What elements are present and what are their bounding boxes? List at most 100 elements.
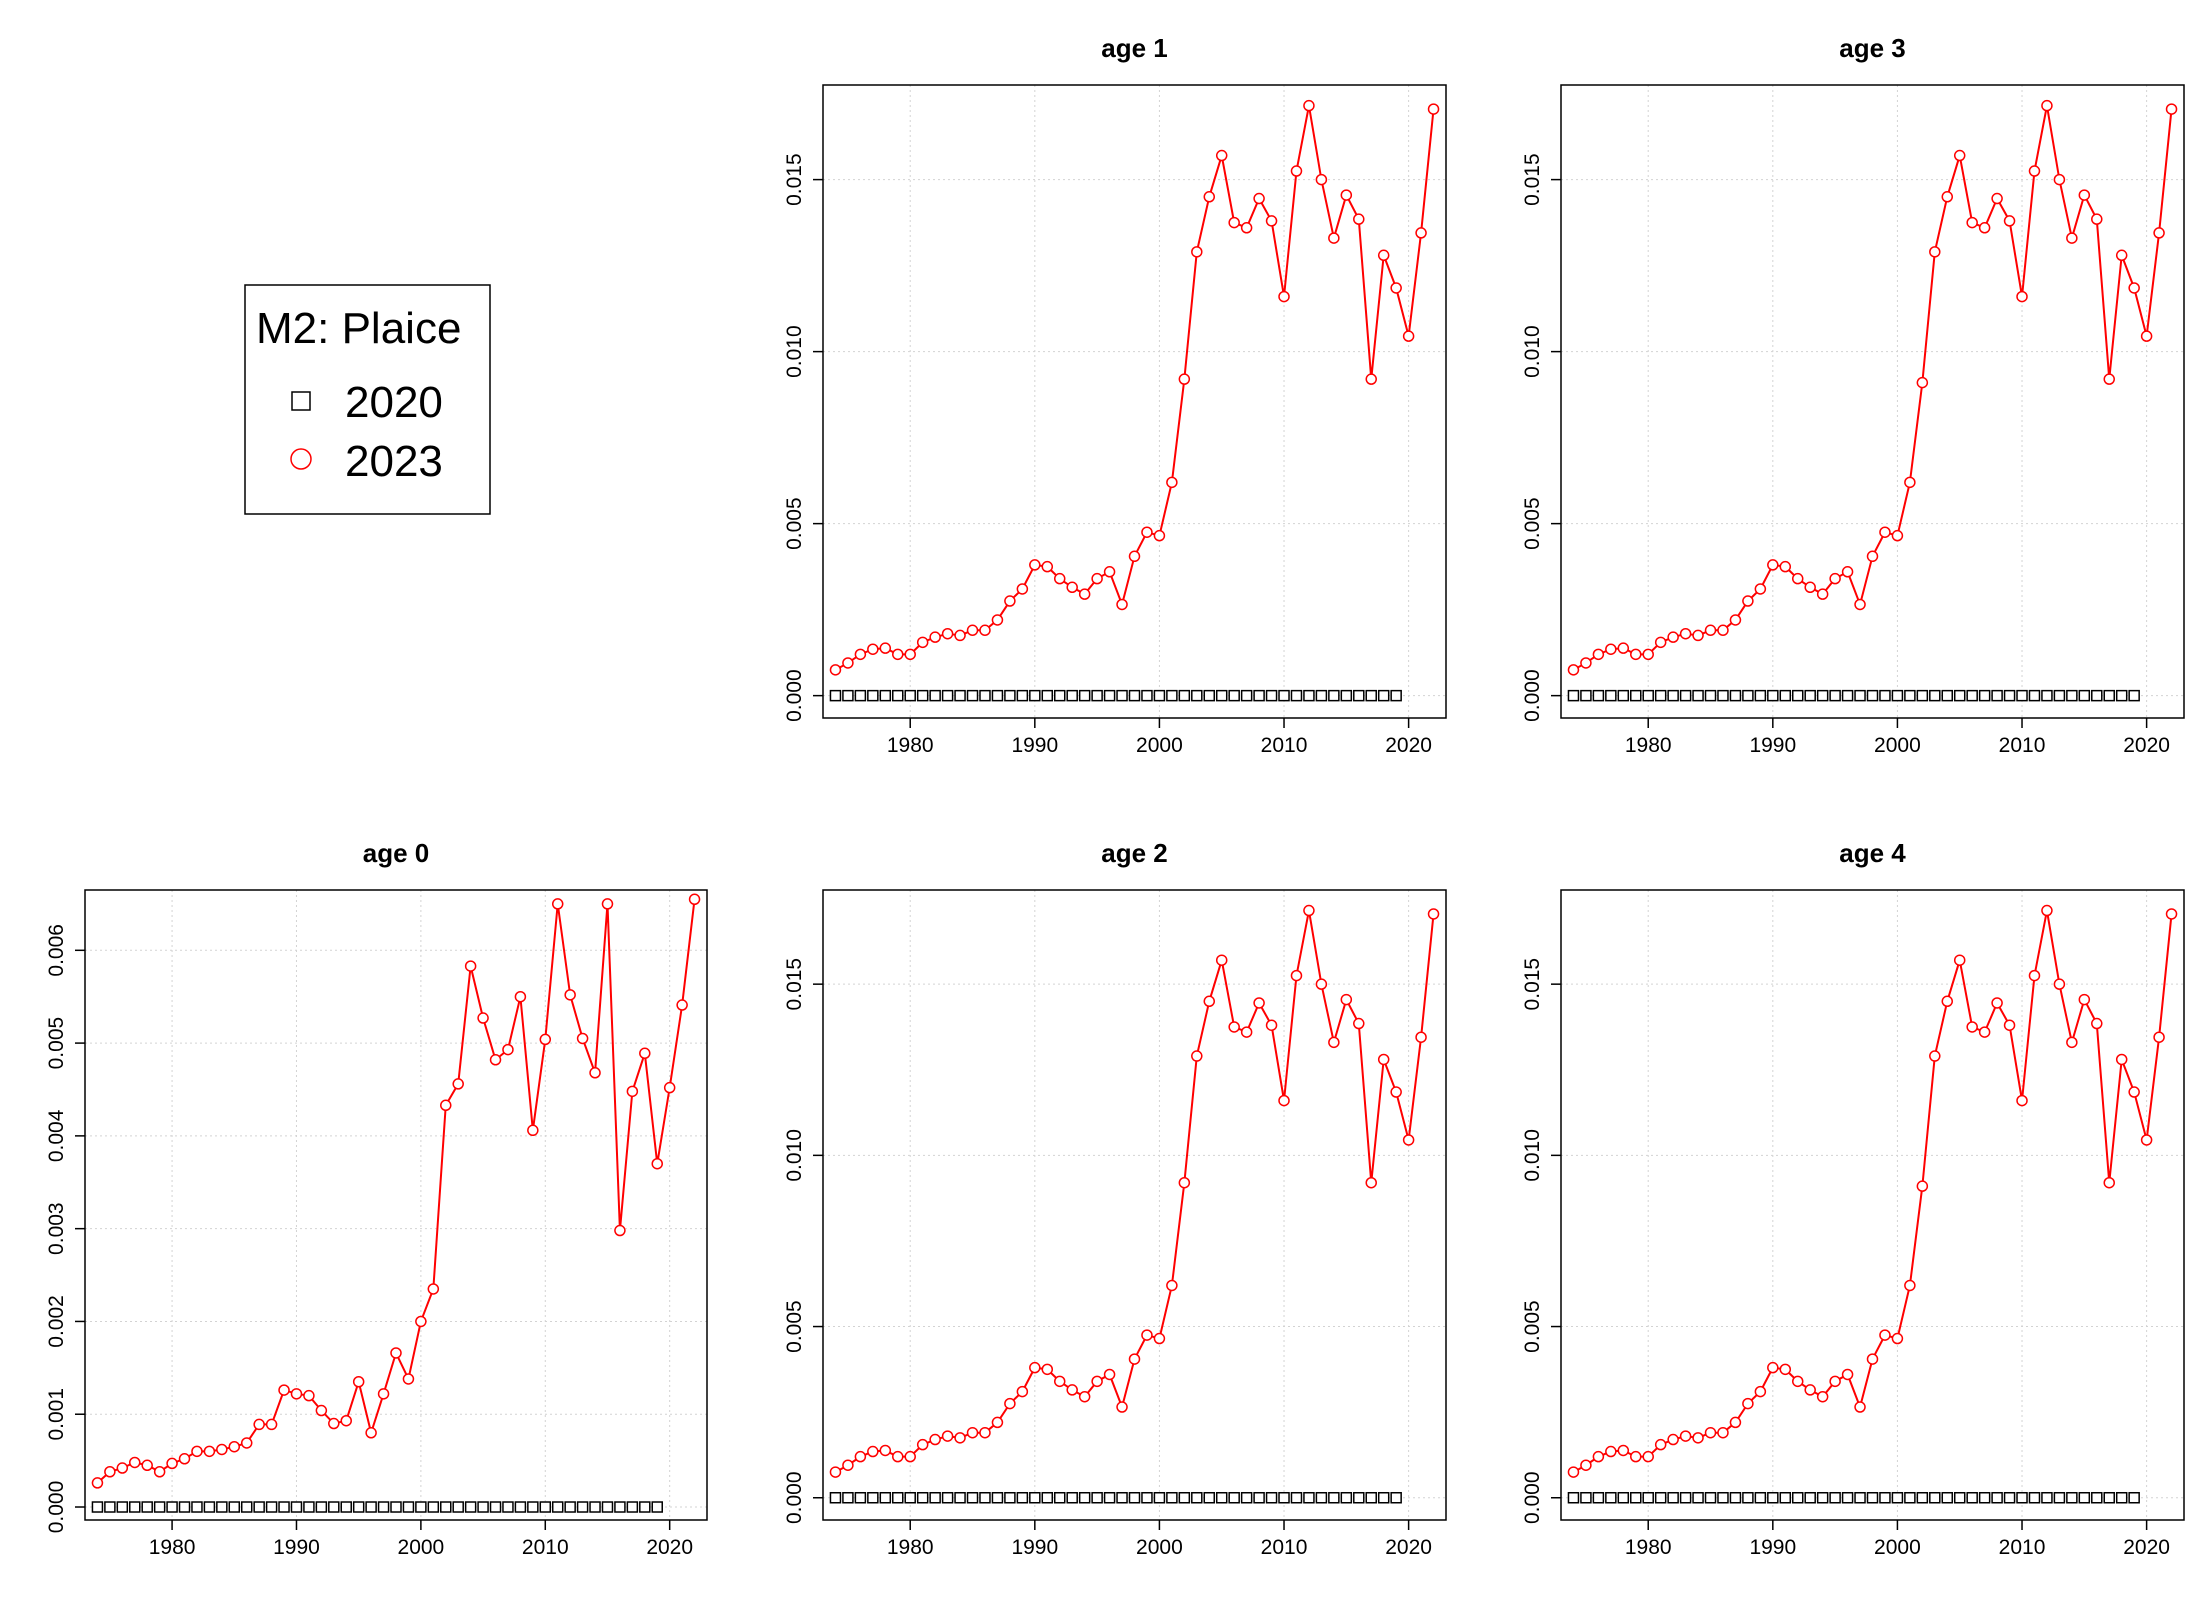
data-point-circle — [1879, 1329, 1891, 1341]
data-point-circle — [440, 1099, 452, 1112]
data-point-square — [879, 689, 892, 702]
data-point-circle — [1141, 526, 1153, 538]
data-point-circle — [991, 614, 1004, 626]
data-point-circle — [916, 636, 929, 649]
data-point-circle — [1816, 588, 1829, 600]
data-point-circle — [842, 657, 854, 669]
data-point-square — [1679, 1491, 1692, 1504]
data-point-square — [1854, 1491, 1866, 1504]
data-point-square — [377, 1501, 390, 1513]
data-point-circle — [2165, 103, 2178, 115]
data-point-circle — [1377, 249, 1390, 262]
data-point-square — [1141, 1491, 1153, 1504]
data-point-square — [829, 1491, 842, 1504]
data-point-square — [2053, 689, 2066, 702]
data-point-square — [1729, 1491, 1742, 1504]
data-point-square — [1091, 689, 1103, 702]
plot-frame — [1560, 84, 2185, 719]
data-point-circle — [352, 1376, 365, 1388]
data-point-circle — [904, 648, 916, 661]
panel-title: age 2 — [1101, 838, 1168, 868]
data-point-circle — [829, 1466, 842, 1478]
data-point-square — [829, 689, 842, 702]
y-tick-label: 0.001 — [45, 1388, 68, 1441]
x-tick-label: 2010 — [1999, 734, 2046, 757]
data-point-circle — [2140, 330, 2153, 342]
data-point-circle — [1103, 1368, 1116, 1381]
data-point-square — [1592, 1491, 1605, 1504]
data-point-square — [1066, 1491, 1078, 1504]
data-point-circle — [1630, 648, 1642, 661]
data-point-circle — [941, 627, 954, 640]
data-point-square — [1904, 689, 1916, 702]
data-point-circle — [91, 1477, 104, 1489]
data-point-square — [2003, 1491, 2016, 1504]
data-point-circle — [954, 1432, 966, 1444]
data-point-square — [1191, 689, 1203, 702]
legend-label-2023: 2023 — [345, 437, 443, 486]
data-point-square — [1929, 1491, 1941, 1504]
data-point-square — [1791, 1491, 1804, 1504]
data-point-square — [1377, 689, 1390, 702]
data-point-circle — [1804, 581, 1816, 594]
data-point-square — [1116, 1491, 1128, 1504]
chart-panel-age-1: age 1 1980 1990 2000 2010 2020 0.000 0.005 0.010… — [783, 33, 1447, 757]
data-point-circle — [1953, 149, 1966, 162]
data-point-circle — [2041, 904, 2053, 917]
data-point-square — [892, 689, 904, 702]
data-point-circle — [614, 1224, 626, 1237]
data-point-circle — [2115, 1053, 2128, 1066]
y-tick-label: 0.010 — [783, 325, 806, 378]
panel-title: age 1 — [1101, 33, 1168, 63]
data-point-square — [1353, 689, 1365, 702]
data-point-square — [991, 1491, 1004, 1504]
data-point-circle — [1567, 1466, 1580, 1478]
data-point-circle — [1415, 227, 1427, 239]
data-point-square — [639, 1501, 651, 1513]
y-tick-label: 0.000 — [45, 1481, 68, 1534]
data-point-square — [328, 1501, 340, 1513]
data-point-circle — [464, 960, 477, 972]
data-point-square — [991, 689, 1004, 702]
data-point-circle — [1904, 1279, 1916, 1292]
data-point-square — [1891, 689, 1904, 702]
data-point-circle — [979, 624, 991, 637]
data-point-circle — [265, 1418, 278, 1431]
data-point-square — [1916, 1491, 1929, 1504]
plot-frame — [822, 84, 1447, 719]
series-line — [96, 899, 696, 1484]
data-point-square — [2041, 689, 2053, 702]
data-point-circle — [1365, 373, 1377, 385]
data-point-circle — [1203, 995, 1216, 1008]
data-point-circle — [1779, 560, 1792, 573]
data-point-square — [1091, 1491, 1103, 1504]
x-tick-label: 1980 — [1625, 1536, 1672, 1559]
data-point-square — [1203, 689, 1216, 702]
data-point-square — [1654, 689, 1667, 702]
data-point-square — [1178, 1491, 1191, 1504]
data-point-square — [2066, 689, 2078, 702]
data-point-square — [1879, 1491, 1891, 1504]
data-point-square — [1729, 689, 1742, 702]
data-point-square — [203, 1501, 216, 1513]
y-tick-label: 0.010 — [783, 1129, 806, 1182]
data-point-circle — [228, 1440, 241, 1453]
data-point-circle — [2066, 232, 2078, 244]
data-point-circle — [1742, 595, 1754, 607]
series-2020 — [829, 1491, 1402, 1504]
data-point-square — [1866, 689, 1879, 702]
panel-title: age 0 — [363, 838, 430, 868]
data-point-circle — [1866, 1353, 1879, 1365]
data-point-square — [1754, 689, 1767, 702]
data-point-circle — [941, 1430, 954, 1442]
y-tick-label: 0.005 — [783, 1300, 806, 1353]
data-point-circle — [1854, 598, 1866, 611]
data-point-circle — [1303, 904, 1315, 917]
data-point-circle — [1053, 572, 1066, 585]
data-point-square — [166, 1501, 178, 1513]
data-point-square — [1742, 689, 1754, 702]
data-point-square — [1891, 1491, 1904, 1504]
data-point-square — [1617, 1491, 1630, 1504]
x-tick-label: 2010 — [1261, 1536, 1308, 1559]
